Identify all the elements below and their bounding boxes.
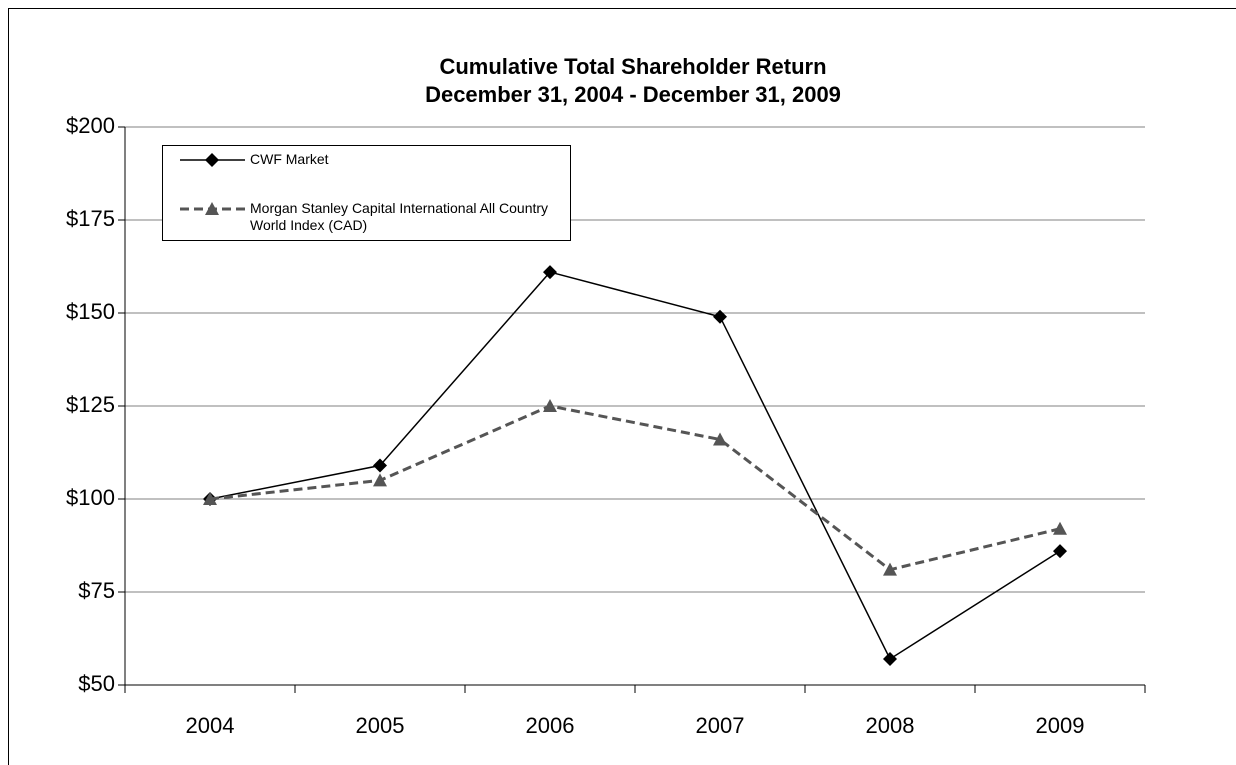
marker — [205, 153, 219, 167]
x-tick-label: 2008 — [866, 713, 915, 738]
chart-subtitle: December 31, 2004 - December 31, 2009 — [425, 82, 841, 107]
marker — [713, 309, 727, 324]
marker — [543, 265, 557, 280]
series-line — [209, 271, 1061, 661]
marker — [373, 473, 387, 487]
x-tick-label: 2009 — [1036, 713, 1085, 738]
marker — [205, 202, 219, 215]
frame — [8, 8, 1236, 765]
y-tick-label: $75 — [78, 578, 115, 603]
x-tick-label: 2004 — [186, 713, 235, 738]
y-tick-label: $150 — [66, 299, 115, 324]
marker — [1053, 521, 1067, 535]
legend-label: CWF Market — [250, 151, 329, 167]
legend-box — [162, 145, 571, 241]
legend-entry: Morgan Stanley Capital International All… — [250, 200, 549, 233]
y-tick-label: $175 — [66, 206, 115, 231]
legend: CWF Market Morgan Stanley Capital Interna… — [162, 145, 571, 241]
x-tick-label: 2007 — [696, 713, 745, 738]
marker — [713, 432, 727, 446]
legend-label: Morgan Stanley Capital International All… — [250, 200, 549, 233]
x-tick-label: 2006 — [526, 713, 575, 738]
marker — [203, 492, 217, 505]
y-tick-label: $50 — [78, 671, 115, 696]
y-tick-label: $200 — [66, 113, 115, 138]
x-tick-label: 2005 — [356, 713, 405, 738]
chart-title: Cumulative Total Shareholder Return — [439, 54, 826, 79]
marker — [883, 651, 897, 666]
y-tick-label: $100 — [66, 485, 115, 510]
y-tick-label: $125 — [66, 392, 115, 417]
legend-entry: CWF Market — [250, 151, 329, 167]
marker — [883, 562, 897, 576]
marker — [543, 399, 557, 412]
marker — [1053, 544, 1067, 559]
series-line — [209, 404, 1061, 572]
marker — [373, 458, 387, 473]
